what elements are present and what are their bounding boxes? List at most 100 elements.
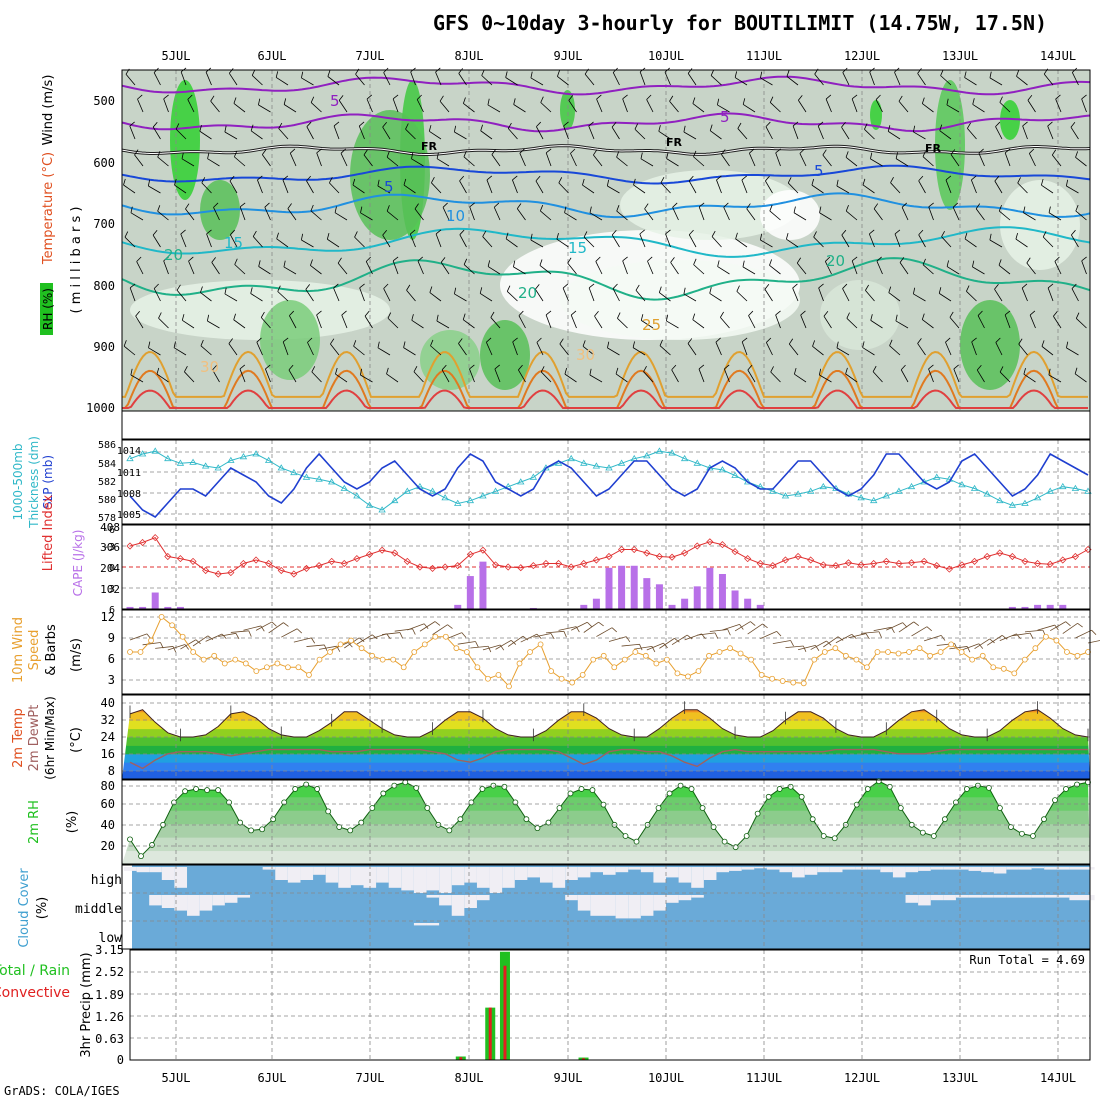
surface-wind-barb bbox=[192, 635, 214, 647]
barb-staff bbox=[568, 100, 577, 113]
barb-flag bbox=[550, 633, 555, 640]
rh-line-point bbox=[1019, 830, 1025, 837]
barb-flag bbox=[306, 121, 312, 127]
barb-flag bbox=[365, 256, 371, 262]
wind-speed-line-point bbox=[927, 652, 933, 659]
cloud-block-high bbox=[325, 867, 339, 883]
barb-staff bbox=[305, 289, 314, 302]
barb-staff bbox=[741, 179, 748, 194]
thickness-line-point bbox=[1071, 484, 1080, 491]
barb-staff bbox=[463, 156, 475, 167]
barb-staff bbox=[454, 293, 467, 302]
barb-staff bbox=[386, 373, 399, 383]
barb-flag bbox=[727, 629, 731, 636]
barb-staff bbox=[964, 77, 977, 86]
barb-flag bbox=[643, 365, 647, 372]
barb-flag bbox=[769, 259, 773, 266]
barb-flag bbox=[632, 341, 635, 348]
barb-flag bbox=[1091, 629, 1097, 635]
lifted-index-label: Lifted Index bbox=[41, 494, 56, 571]
barb-flag bbox=[634, 123, 639, 130]
barb-staff bbox=[889, 345, 901, 356]
barb-flag bbox=[200, 339, 204, 346]
barb-staff bbox=[588, 125, 595, 140]
barb-flag bbox=[428, 125, 432, 132]
barb-flag bbox=[564, 206, 567, 213]
dewpoint-line bbox=[129, 748, 1088, 770]
barb-staff bbox=[185, 208, 195, 221]
barb-flag bbox=[913, 287, 916, 295]
barb-flag bbox=[147, 179, 151, 187]
wind-barb bbox=[593, 149, 603, 167]
cloud-block-high bbox=[539, 867, 553, 883]
barb-flag bbox=[640, 314, 644, 321]
cloud-block-high bbox=[691, 867, 704, 888]
barb-staff bbox=[1015, 238, 1028, 248]
wind-barb bbox=[683, 125, 697, 140]
wind-barb bbox=[486, 337, 493, 356]
barb-flag bbox=[1055, 94, 1061, 100]
thickness-line-point bbox=[907, 482, 916, 490]
barb-flag bbox=[822, 149, 827, 156]
barb-staff bbox=[924, 635, 942, 642]
barb-flag bbox=[487, 260, 491, 267]
precip-tick: 0 bbox=[117, 1053, 124, 1067]
barb-flag bbox=[818, 283, 824, 289]
li-tick: 0 bbox=[109, 563, 115, 574]
temp-band bbox=[122, 753, 1090, 763]
barb-flag bbox=[224, 125, 227, 133]
rh-line-point bbox=[248, 827, 255, 834]
barb-staff bbox=[1004, 152, 1011, 167]
barb-staff bbox=[311, 371, 322, 383]
barb-staff bbox=[825, 98, 832, 113]
barb-flag bbox=[486, 337, 492, 343]
contour-label: FR bbox=[421, 140, 438, 153]
li-tick: 6 bbox=[109, 605, 115, 616]
barb-flag bbox=[453, 125, 457, 133]
wind-barb bbox=[899, 257, 909, 275]
barb-staff bbox=[436, 320, 450, 329]
wind-barb bbox=[513, 98, 526, 113]
barb-flag bbox=[539, 204, 544, 212]
barb-flag bbox=[803, 645, 807, 652]
barb-staff bbox=[239, 368, 246, 383]
wind-barb bbox=[540, 96, 552, 113]
barb-staff bbox=[307, 342, 314, 356]
barb-staff bbox=[486, 179, 493, 194]
barb-flag bbox=[736, 285, 740, 292]
barb-staff bbox=[206, 233, 212, 248]
barb-staff bbox=[383, 72, 391, 86]
barb-staff bbox=[463, 264, 475, 275]
barb-flag bbox=[900, 364, 906, 371]
rh-line-point bbox=[787, 783, 794, 790]
wind-speed-line-point bbox=[811, 656, 818, 663]
barb-flag bbox=[181, 314, 185, 321]
cloud-block-middle bbox=[212, 895, 225, 906]
barb-staff bbox=[413, 371, 424, 383]
barb-flag bbox=[1048, 206, 1051, 213]
barb-staff bbox=[747, 623, 763, 635]
barb-staff bbox=[137, 98, 144, 113]
barb-staff bbox=[899, 262, 909, 275]
barb-flag bbox=[1066, 341, 1069, 348]
wind-barb bbox=[775, 148, 781, 167]
cape-bar bbox=[1046, 604, 1054, 609]
barb-staff bbox=[432, 624, 448, 635]
barb-staff bbox=[519, 153, 526, 167]
rh-line-point bbox=[204, 787, 210, 793]
cloud-block-middle bbox=[678, 895, 692, 901]
barb-staff bbox=[176, 289, 187, 302]
rh-line-point bbox=[127, 836, 133, 843]
barb-staff bbox=[333, 125, 340, 140]
barb-flag bbox=[898, 95, 903, 102]
cloud-block-middle bbox=[451, 895, 465, 916]
lifted-index-line-point bbox=[126, 542, 134, 550]
wind-speed-line-point bbox=[474, 664, 481, 671]
wind-barb bbox=[888, 286, 901, 302]
barb-staff bbox=[939, 293, 952, 302]
barb-staff bbox=[949, 646, 968, 650]
barb-staff bbox=[359, 287, 365, 302]
barb-flag bbox=[940, 69, 944, 76]
barb-staff bbox=[888, 131, 901, 140]
barb-flag bbox=[252, 230, 257, 237]
